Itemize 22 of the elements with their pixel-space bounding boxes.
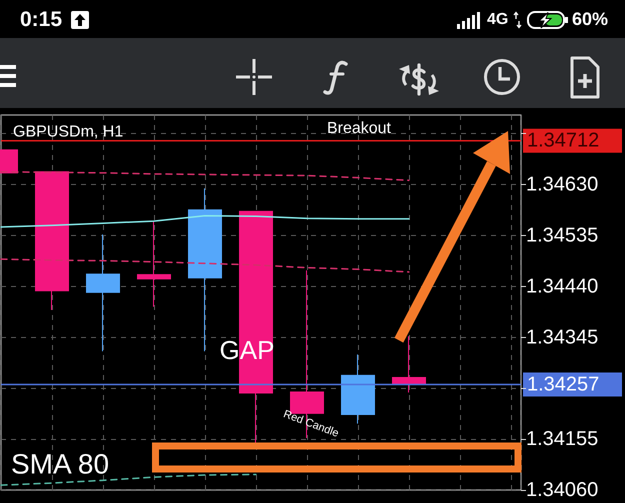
- y-tick-label: 1.34060: [526, 479, 598, 501]
- text: 1.34257: [527, 373, 600, 396]
- ref-line-label: Breakout: [326, 120, 392, 138]
- text: 1.34712: [527, 130, 600, 152]
- line-series: [0, 474, 257, 486]
- y-tick-label: 1.34155: [526, 428, 598, 450]
- series-label: SMA 80: [11, 448, 110, 480]
- y-tick-label: 1.34630: [526, 174, 598, 196]
- line-series: [0, 258, 410, 273]
- candlestick: [341, 354, 375, 424]
- text: 0:15: [20, 8, 62, 31]
- annotation: Red Candle: [282, 408, 340, 440]
- y-tick-label: 1.34440: [526, 275, 598, 298]
- line-series: [0, 171, 410, 182]
- candlestick: [86, 234, 120, 352]
- candlestick: [137, 221, 171, 308]
- y-tick-label: 1.34345: [526, 326, 598, 348]
- text: 4G: [487, 11, 508, 28]
- text: 60%: [572, 9, 608, 29]
- text: GBPUSDm, H1: [13, 124, 124, 140]
- line-series: [0, 214, 410, 228]
- y-tick-label: 1.34535: [526, 224, 598, 247]
